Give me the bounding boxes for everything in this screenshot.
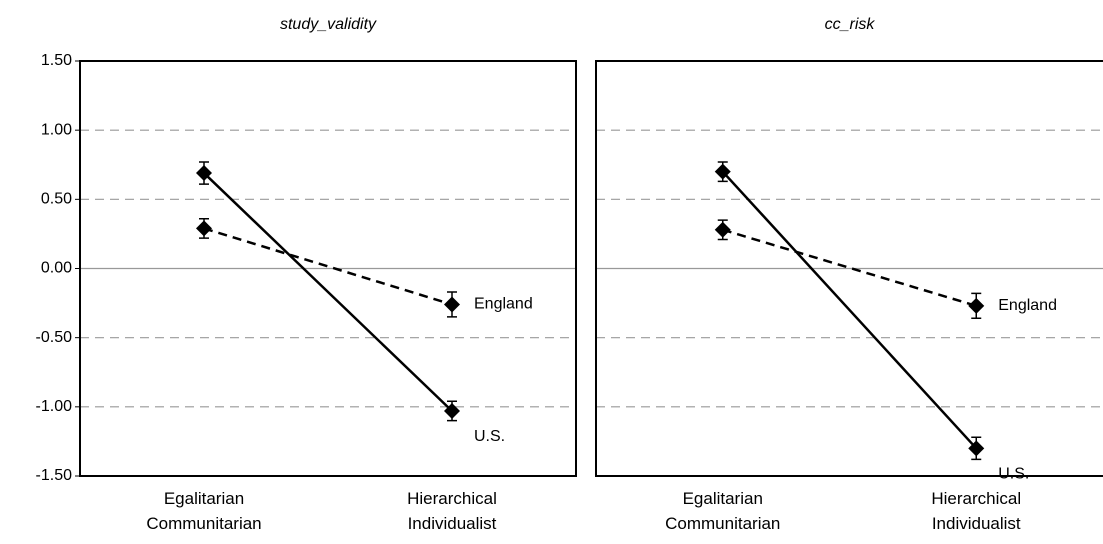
chart-title: cc_risk [825,16,876,33]
x-tick-label: Hierarchical Individualist [407,489,497,533]
marker [196,220,212,237]
series-line [203,227,453,306]
y-tick-label: -0.50 [36,329,73,346]
x-tick-label: Hierarchical Individualist [931,489,1022,533]
series-line [721,170,978,450]
x-tick-label: Egalitarian Communitarian [146,489,262,533]
series-line [203,172,453,412]
marker [714,163,731,180]
plot-frame [79,60,577,477]
marker [714,221,731,238]
series-label: England [474,296,533,313]
y-tick-label: 1.50 [41,52,72,69]
y-tick-label: 0.00 [41,260,72,277]
y-tick-label: 1.00 [41,121,72,138]
y-tick-label: -1.50 [36,467,73,484]
series-label: U.S. [998,466,1029,483]
plot-frame [595,60,1103,477]
y-tick-label: 0.50 [41,191,72,208]
x-tick-label: Egalitarian Communitarian [665,489,781,533]
y-tick-label: -1.00 [36,398,73,415]
chart-title: study_validity [280,16,377,33]
marker [444,402,460,419]
series-label: England [998,297,1057,314]
marker [968,297,985,314]
marker [444,296,460,313]
series-line [722,228,977,308]
series-label: U.S. [474,428,505,445]
marker [196,165,212,182]
marker [968,440,985,457]
